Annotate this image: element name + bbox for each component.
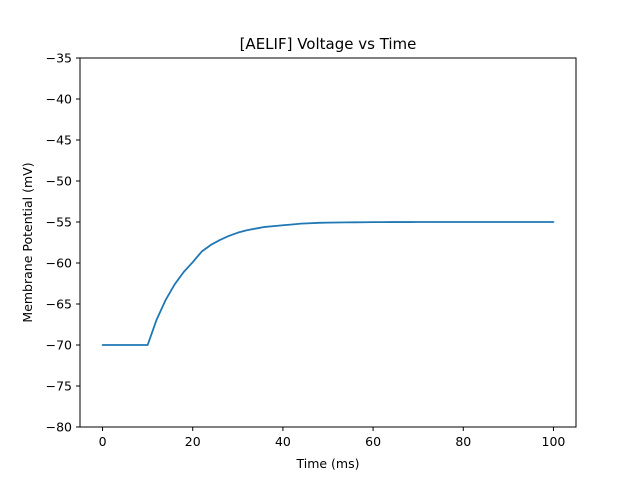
y-tick-label: −45: [46, 133, 72, 148]
x-tick-label: 80: [455, 434, 471, 449]
y-tick-label: −80: [46, 420, 72, 435]
y-tick-label: −35: [46, 51, 72, 66]
y-tick-label: −55: [46, 215, 72, 230]
y-tick-label: −50: [46, 174, 72, 189]
y-tick-label: −75: [46, 379, 72, 394]
x-tick-label: 0: [99, 434, 107, 449]
x-axis-label: Time (ms): [295, 456, 359, 471]
y-tick-label: −65: [46, 297, 72, 312]
x-tick-label: 100: [542, 434, 566, 449]
x-tick-label: 20: [185, 434, 201, 449]
y-tick-label: −60: [46, 256, 72, 271]
y-tick-label: −40: [46, 92, 72, 107]
x-tick-label: 40: [275, 434, 291, 449]
y-axis-label: Membrane Potential (mV): [20, 162, 35, 322]
y-tick-label: −70: [46, 338, 72, 353]
plot-frame: [79, 57, 577, 428]
x-tick-label: 60: [365, 434, 381, 449]
plot-area: 0 20 40 60 80 100 −80 −75 −70 −65 −60 −55 −50 −45 −40…: [46, 51, 577, 449]
membrane-potential-line: [101, 221, 555, 346]
chart-title: [AELIF] Voltage vs Time: [240, 35, 417, 53]
x-axis-ticks: 0 20 40 60 80 100: [99, 427, 566, 449]
y-axis-ticks: −80 −75 −70 −65 −60 −55 −50 −45 −40 −35: [46, 51, 80, 435]
